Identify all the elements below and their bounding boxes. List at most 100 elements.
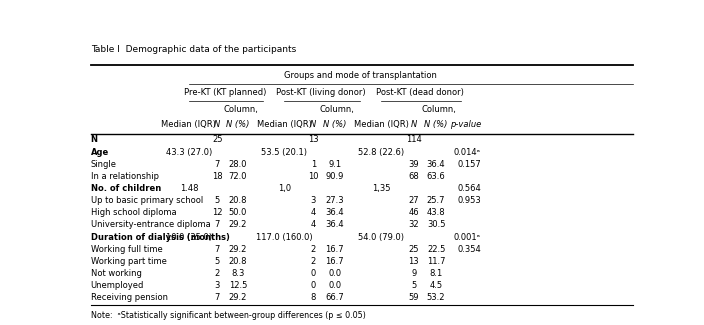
Text: Median (IQR): Median (IQR) [161, 121, 216, 129]
Text: 25: 25 [408, 245, 419, 254]
Text: Column,: Column, [223, 105, 258, 113]
Text: 29.2: 29.2 [229, 220, 247, 229]
Text: 5: 5 [215, 196, 220, 205]
Text: 10.0 (35.0): 10.0 (35.0) [166, 232, 212, 241]
Text: 43.3 (27.0): 43.3 (27.0) [166, 148, 212, 157]
Text: 18: 18 [212, 172, 222, 181]
Text: 1.48: 1.48 [180, 184, 199, 193]
Text: Note:  ᵃStatistically significant between-group differences (p ≤ 0.05): Note: ᵃStatistically significant between… [91, 311, 365, 320]
Text: Receiving pension: Receiving pension [91, 293, 168, 302]
Text: Pre-KT (KT planned): Pre-KT (KT planned) [184, 88, 266, 98]
Text: N: N [91, 136, 98, 144]
Text: 13: 13 [308, 136, 319, 144]
Text: 5: 5 [411, 281, 416, 290]
Text: N (%): N (%) [323, 121, 346, 129]
Text: 0: 0 [310, 281, 316, 290]
Text: 0.0: 0.0 [328, 269, 341, 278]
Text: 0.953: 0.953 [457, 196, 481, 205]
Text: 7: 7 [215, 245, 220, 254]
Text: 43.8: 43.8 [427, 208, 446, 217]
Text: 4.5: 4.5 [429, 281, 443, 290]
Text: 0.564: 0.564 [457, 184, 481, 193]
Text: 8.1: 8.1 [429, 269, 443, 278]
Text: N (%): N (%) [425, 121, 448, 129]
Text: 7: 7 [215, 160, 220, 169]
Text: 12: 12 [212, 208, 222, 217]
Text: 54.0 (79.0): 54.0 (79.0) [358, 232, 404, 241]
Text: Single: Single [91, 160, 117, 169]
Text: 4: 4 [310, 208, 316, 217]
Text: 29.2: 29.2 [229, 245, 247, 254]
Text: 90.9: 90.9 [325, 172, 344, 181]
Text: Table I  Demographic data of the participants: Table I Demographic data of the particip… [91, 45, 296, 54]
Text: 27.3: 27.3 [325, 196, 344, 205]
Text: Age: Age [91, 148, 109, 157]
Text: Median (IQR): Median (IQR) [257, 121, 312, 129]
Text: 1: 1 [310, 160, 316, 169]
Text: 2: 2 [215, 269, 220, 278]
Text: 0.001ᵃ: 0.001ᵃ [454, 232, 481, 241]
Text: 72.0: 72.0 [229, 172, 247, 181]
Text: 9.1: 9.1 [328, 160, 341, 169]
Text: 36.4: 36.4 [325, 220, 344, 229]
Text: 25: 25 [212, 136, 222, 144]
Text: Duration of dialysis (months): Duration of dialysis (months) [91, 232, 230, 241]
Text: 50.0: 50.0 [229, 208, 247, 217]
Text: N: N [410, 121, 417, 129]
Text: p-value: p-value [450, 121, 481, 129]
Text: Post-KT (dead donor): Post-KT (dead donor) [376, 88, 464, 98]
Text: 7: 7 [215, 293, 220, 302]
Text: 46: 46 [408, 208, 419, 217]
Text: 36.4: 36.4 [427, 160, 446, 169]
Text: 11.7: 11.7 [427, 257, 446, 266]
Text: 16.7: 16.7 [325, 257, 344, 266]
Text: 0.354: 0.354 [457, 245, 481, 254]
Text: 52.8 (22.6): 52.8 (22.6) [358, 148, 404, 157]
Text: 1,0: 1,0 [278, 184, 291, 193]
Text: 29.2: 29.2 [229, 293, 247, 302]
Text: 13: 13 [408, 257, 419, 266]
Text: Working part time: Working part time [91, 257, 167, 266]
Text: 5: 5 [215, 257, 220, 266]
Text: 3: 3 [310, 196, 316, 205]
Text: 20.8: 20.8 [229, 196, 247, 205]
Text: N (%): N (%) [227, 121, 250, 129]
Text: Working full time: Working full time [91, 245, 163, 254]
Text: N: N [214, 121, 220, 129]
Text: 117.0 (160.0): 117.0 (160.0) [256, 232, 313, 241]
Text: 20.8: 20.8 [229, 257, 247, 266]
Text: 36.4: 36.4 [325, 208, 344, 217]
Text: 28.0: 28.0 [229, 160, 247, 169]
Text: 22.5: 22.5 [427, 245, 446, 254]
Text: 0.157: 0.157 [457, 160, 481, 169]
Text: 12.5: 12.5 [229, 281, 247, 290]
Text: 8.3: 8.3 [232, 269, 245, 278]
Text: 53.2: 53.2 [427, 293, 446, 302]
Text: 25.7: 25.7 [427, 196, 446, 205]
Text: In a relationship: In a relationship [91, 172, 158, 181]
Text: 16.7: 16.7 [325, 245, 344, 254]
Text: 2: 2 [310, 257, 316, 266]
Text: Column,: Column, [422, 105, 456, 113]
Text: Groups and mode of transplantation: Groups and mode of transplantation [284, 71, 437, 80]
Text: 39: 39 [408, 160, 419, 169]
Text: 9: 9 [411, 269, 416, 278]
Text: 27: 27 [408, 196, 419, 205]
Text: High school diploma: High school diploma [91, 208, 177, 217]
Text: 0.0: 0.0 [328, 281, 341, 290]
Text: 0.014ᵃ: 0.014ᵃ [454, 148, 481, 157]
Text: 2: 2 [310, 245, 316, 254]
Text: Column,: Column, [320, 105, 355, 113]
Text: 53.5 (20.1): 53.5 (20.1) [261, 148, 308, 157]
Text: 32: 32 [408, 220, 419, 229]
Text: 1,35: 1,35 [372, 184, 390, 193]
Text: University-entrance diploma: University-entrance diploma [91, 220, 210, 229]
Text: 4: 4 [310, 220, 316, 229]
Text: 0: 0 [310, 269, 316, 278]
Text: 8: 8 [310, 293, 316, 302]
Text: 30.5: 30.5 [427, 220, 446, 229]
Text: Up to basic primary school: Up to basic primary school [91, 196, 203, 205]
Text: 63.6: 63.6 [427, 172, 446, 181]
Text: 68: 68 [408, 172, 419, 181]
Text: N: N [310, 121, 317, 129]
